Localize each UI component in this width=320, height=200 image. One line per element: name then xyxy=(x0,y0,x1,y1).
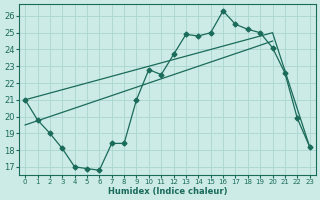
X-axis label: Humidex (Indice chaleur): Humidex (Indice chaleur) xyxy=(108,187,227,196)
